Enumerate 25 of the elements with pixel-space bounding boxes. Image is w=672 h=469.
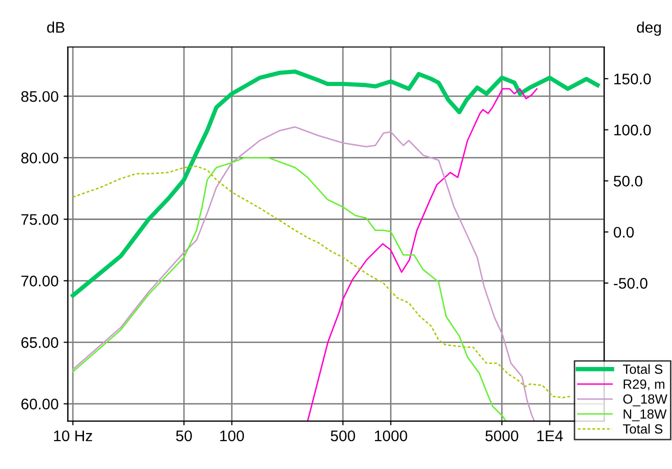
y2-tick-label: 0.0 bbox=[614, 226, 634, 238]
y-tick-label: 60.00 bbox=[21, 398, 58, 410]
x-tick-label: 500 bbox=[330, 430, 356, 442]
y-tick-label: 85.00 bbox=[21, 91, 58, 102]
y-axis-title: dB bbox=[47, 22, 64, 33]
y2-tick-label: -50.0 bbox=[614, 278, 648, 289]
y-tick-label: 75.00 bbox=[21, 214, 58, 225]
y2-tick-label: 50.0 bbox=[614, 176, 642, 187]
x-tick-label: 100 bbox=[220, 430, 244, 442]
y2-tick-label: 100.0 bbox=[614, 124, 651, 136]
x-tick-label: 5000 bbox=[485, 430, 518, 442]
legend-label: N_18W bbox=[624, 409, 667, 422]
y2-tick-label: 150.0 bbox=[614, 74, 651, 84]
x-tick-label: 50 bbox=[176, 430, 192, 442]
x-tick-label: 1E4 bbox=[537, 430, 563, 442]
y-tick-label: 70.00 bbox=[21, 276, 58, 286]
legend-label: Total S bbox=[622, 364, 662, 374]
y-tick-label: 65.00 bbox=[21, 337, 58, 348]
legend-label: R29, m bbox=[624, 379, 664, 390]
x-tick-label: 1000 bbox=[374, 430, 408, 442]
x-tick-label: 10 Hz bbox=[54, 430, 92, 442]
legend-label: O_18W bbox=[623, 394, 668, 406]
y2-axis-title: deg bbox=[636, 22, 661, 36]
legend-label: Total S bbox=[622, 424, 662, 434]
y-tick-label: 80.00 bbox=[21, 152, 58, 164]
